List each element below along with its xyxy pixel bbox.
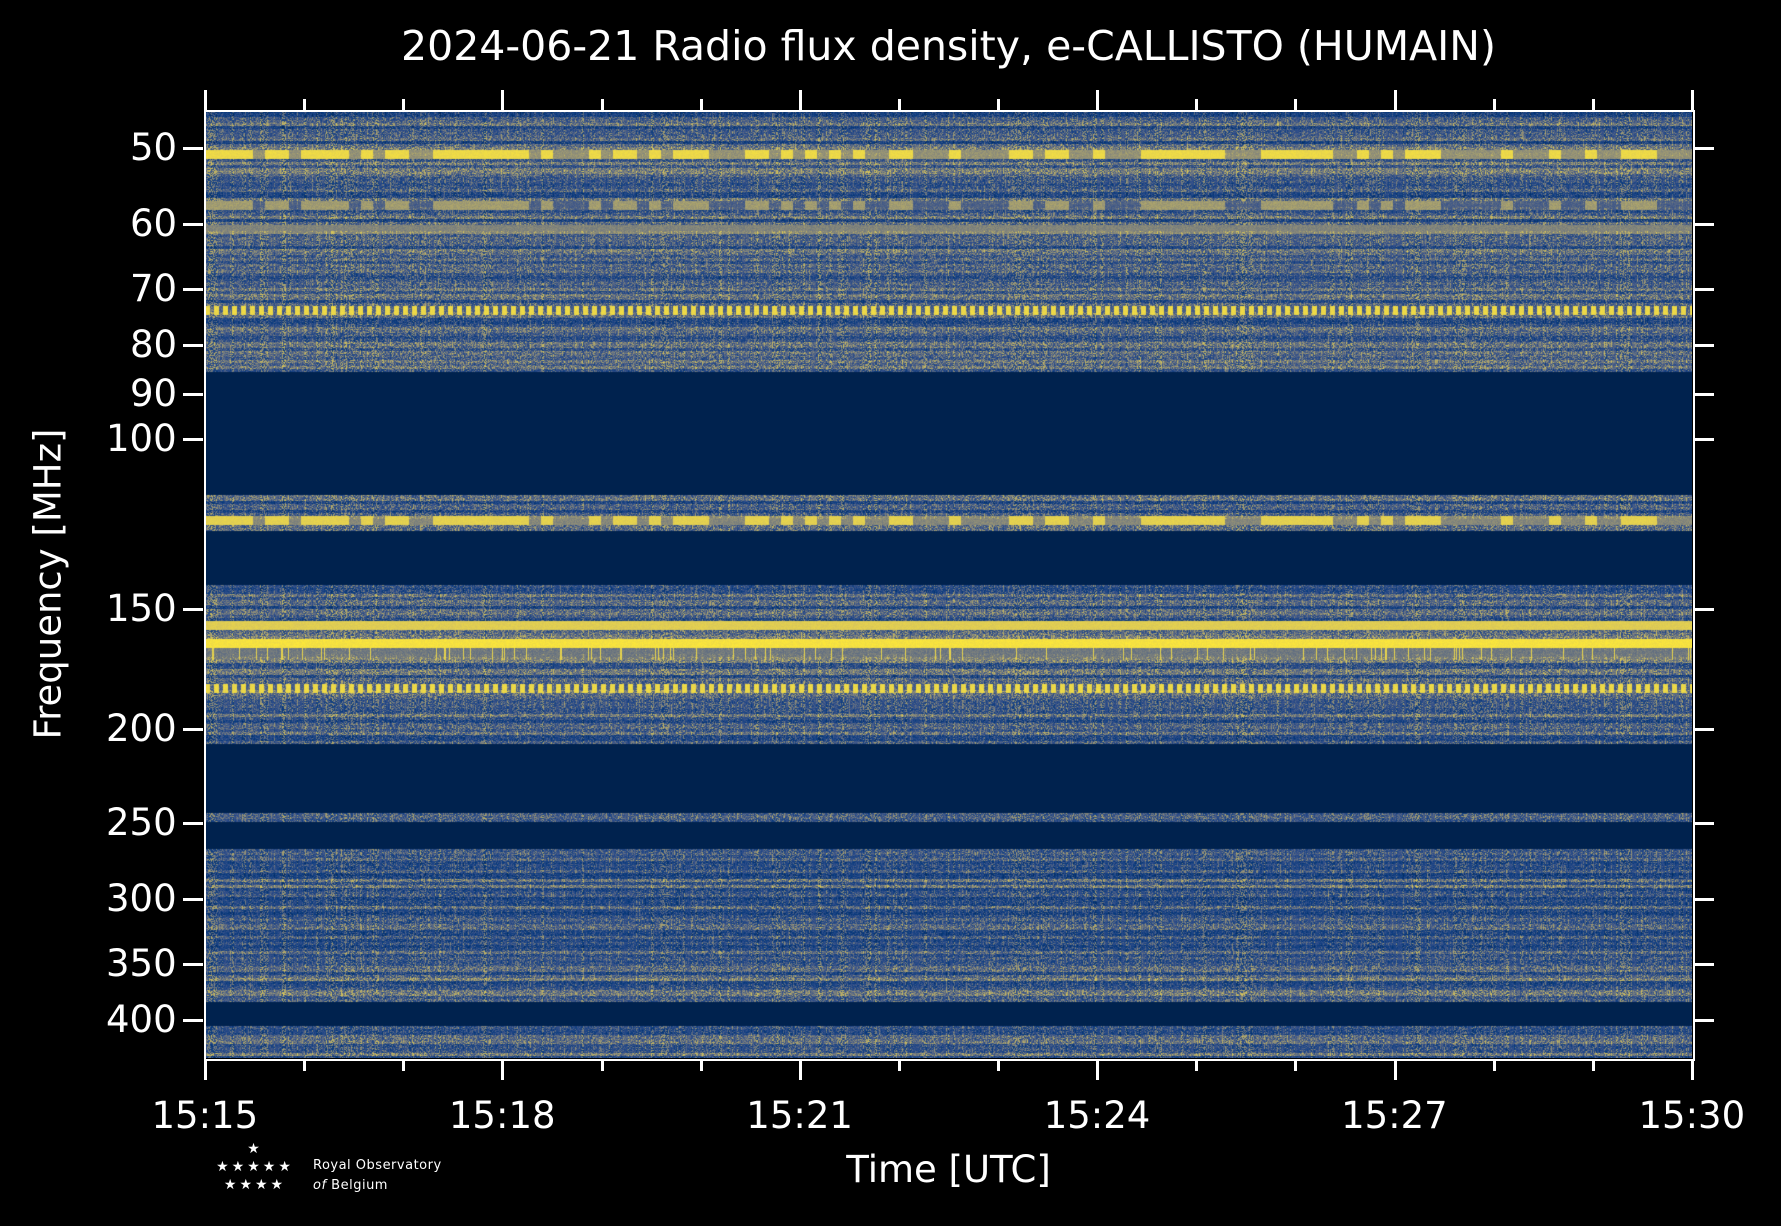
y-tick-left [183, 962, 203, 966]
spectrogram-heatmap [205, 111, 1692, 1058]
stars-icon: ★ ★★★★★ ★★★★ [216, 1141, 294, 1193]
x-tick-bottom [798, 1060, 802, 1080]
x-tick-top [1591, 99, 1595, 110]
y-tick-right [1694, 962, 1714, 966]
x-tick-top [699, 99, 703, 110]
x-tick-top [997, 99, 1001, 110]
x-tick-top [1195, 99, 1199, 110]
y-tick-left [183, 146, 203, 150]
x-tick-bottom [501, 1060, 505, 1080]
x-tick-top [1492, 99, 1496, 110]
y-tick-label: 200 [106, 707, 177, 751]
x-tick-label: 15:18 [448, 1094, 556, 1137]
x-tick-top [402, 99, 406, 110]
y-tick-left [183, 1018, 203, 1022]
x-tick-top [303, 99, 307, 110]
x-tick-bottom [1195, 1060, 1199, 1071]
y-tick-label: 400 [106, 997, 177, 1041]
x-tick-bottom [1492, 1060, 1496, 1071]
logo-line2: Belgium [331, 1178, 388, 1193]
x-tick-label: 15:30 [1638, 1094, 1746, 1137]
y-tick-left [183, 393, 203, 397]
y-tick-label: 100 [106, 416, 177, 460]
y-tick-label: 50 [130, 125, 178, 169]
y-tick-label: 90 [130, 372, 178, 416]
x-tick-label: 15:27 [1341, 1094, 1448, 1137]
y-tick-left [183, 898, 203, 902]
y-tick-label: 250 [106, 800, 177, 844]
x-tick-bottom [303, 1060, 307, 1071]
y-tick-label: 60 [130, 202, 178, 246]
x-tick-bottom [897, 1060, 901, 1071]
y-tick-right [1694, 1018, 1714, 1022]
x-tick-top [1691, 90, 1694, 110]
x-tick-top [897, 99, 901, 110]
x-tick-top [1393, 90, 1397, 110]
y-tick-left [183, 821, 203, 825]
y-tick-label: 300 [106, 877, 177, 921]
x-tick-bottom [1393, 1060, 1397, 1080]
logo-line1: Royal Observatory [313, 1158, 442, 1173]
y-tick-label: 80 [130, 322, 178, 366]
x-tick-bottom [402, 1060, 406, 1071]
y-tick-right [1694, 898, 1714, 902]
x-tick-top [600, 99, 604, 110]
x-tick-top [1096, 90, 1100, 110]
y-tick-right [1694, 287, 1714, 291]
x-tick-bottom [997, 1060, 1001, 1071]
x-axis-label: Time [UTC] [846, 1148, 1051, 1191]
royal-observatory-logo: ★ ★★★★★ ★★★★ Royal Observatory of Belgium [210, 1140, 470, 1200]
x-tick-label: 15:24 [1043, 1094, 1151, 1137]
x-tick-bottom [1294, 1060, 1298, 1071]
y-tick-right [1694, 146, 1714, 150]
x-tick-bottom [204, 1060, 207, 1080]
x-tick-top [501, 90, 505, 110]
x-tick-top [798, 90, 802, 110]
x-tick-label: 15:21 [746, 1094, 853, 1137]
y-tick-label: 70 [130, 266, 178, 310]
y-axis-label: Frequency [MHz] [26, 428, 70, 740]
y-tick-left [183, 223, 203, 227]
y-tick-right [1694, 343, 1714, 347]
x-tick-top [204, 90, 207, 110]
y-tick-left [183, 437, 203, 441]
x-tick-top [1294, 99, 1298, 110]
x-tick-bottom [1691, 1060, 1694, 1080]
x-tick-bottom [699, 1060, 703, 1071]
y-tick-left [183, 343, 203, 347]
logo-of: of [313, 1178, 327, 1193]
y-tick-left [183, 728, 203, 732]
y-tick-right [1694, 393, 1714, 397]
y-tick-right [1694, 437, 1714, 441]
y-tick-left [183, 607, 203, 611]
x-tick-bottom [1591, 1060, 1595, 1071]
y-tick-right [1694, 607, 1714, 611]
chart-title: 2024-06-21 Radio flux density, e-CALLIST… [401, 22, 1496, 70]
x-tick-label: 15:15 [151, 1094, 259, 1137]
y-tick-right [1694, 223, 1714, 227]
y-tick-left [183, 287, 203, 291]
y-tick-right [1694, 728, 1714, 732]
x-tick-bottom [600, 1060, 604, 1071]
y-tick-right [1694, 821, 1714, 825]
y-tick-label: 150 [106, 586, 177, 630]
y-tick-label: 350 [106, 941, 177, 985]
x-tick-bottom [1096, 1060, 1100, 1080]
